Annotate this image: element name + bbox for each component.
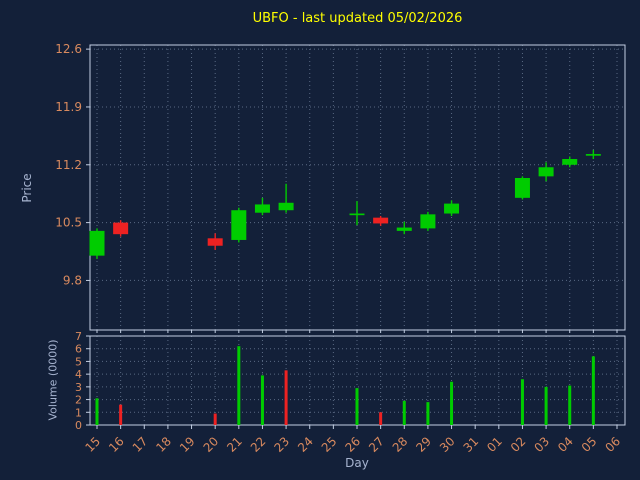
svg-text:2: 2 [75, 394, 82, 407]
svg-text:30: 30 [437, 434, 458, 455]
svg-text:23: 23 [272, 434, 293, 455]
candle-body [514, 178, 530, 198]
svg-text:7: 7 [75, 330, 82, 343]
candle-body [373, 217, 389, 224]
svg-text:29: 29 [413, 434, 434, 455]
svg-text:4: 4 [75, 368, 82, 381]
svg-text:12.6: 12.6 [55, 42, 82, 56]
svg-text:01: 01 [484, 434, 505, 455]
candle-body [231, 210, 247, 240]
svg-text:20: 20 [201, 434, 222, 455]
candle-body [396, 227, 412, 231]
volume-bar [213, 413, 217, 425]
svg-text:27: 27 [366, 434, 387, 455]
volume-bar [119, 404, 123, 425]
svg-text:31: 31 [461, 434, 482, 455]
price-axis-label: Price [20, 173, 34, 203]
svg-text:18: 18 [153, 434, 174, 455]
svg-text:26: 26 [342, 434, 363, 455]
svg-text:1: 1 [75, 406, 82, 419]
candle-body [420, 214, 436, 229]
candle-body [207, 238, 223, 246]
svg-text:03: 03 [532, 434, 553, 455]
svg-text:10.5: 10.5 [55, 216, 82, 230]
svg-text:6: 6 [75, 343, 82, 356]
volume-bar [355, 388, 359, 425]
svg-text:15: 15 [82, 434, 103, 455]
candle-body [349, 213, 365, 216]
svg-text:11.2: 11.2 [55, 158, 82, 172]
svg-text:02: 02 [508, 434, 529, 455]
volume-bars [95, 346, 595, 425]
volume-bar [591, 356, 595, 425]
volume-bar [402, 400, 406, 425]
candle-body [562, 159, 578, 165]
svg-text:22: 22 [248, 434, 269, 455]
volume-bar [520, 379, 524, 425]
volume-bar [379, 412, 383, 425]
volume-bar [95, 398, 99, 425]
candle-body [89, 230, 105, 256]
svg-text:0: 0 [75, 419, 82, 432]
x-axis-label: Day [345, 456, 369, 470]
svg-text:28: 28 [390, 434, 411, 455]
candle-body [444, 203, 460, 214]
volume-bar [284, 370, 288, 425]
svg-text:5: 5 [75, 355, 82, 368]
gridlines [90, 45, 625, 426]
candle-body [585, 154, 601, 156]
svg-text:16: 16 [106, 434, 127, 455]
candles [89, 149, 601, 259]
chart-title: UBFO - last updated 05/02/2026 [252, 11, 463, 26]
svg-text:05: 05 [579, 434, 600, 455]
candle-body [113, 222, 129, 235]
svg-text:19: 19 [177, 434, 198, 455]
volume-bar [450, 381, 454, 425]
svg-text:17: 17 [130, 434, 151, 455]
svg-text:21: 21 [224, 434, 245, 455]
svg-text:11.9: 11.9 [55, 100, 82, 114]
svg-text:9.8: 9.8 [63, 273, 82, 287]
svg-text:25: 25 [319, 434, 340, 455]
svg-text:06: 06 [602, 434, 623, 455]
volume-bar [544, 386, 548, 425]
volume-bar [568, 385, 572, 425]
svg-text:24: 24 [295, 434, 316, 455]
svg-text:04: 04 [555, 434, 576, 455]
candle-body [254, 204, 270, 213]
volume-bar [260, 375, 264, 425]
svg-text:3: 3 [75, 381, 82, 394]
volume-axis-label: Volume (0000) [46, 339, 60, 421]
candle-body [278, 202, 294, 211]
candle-body [538, 167, 554, 177]
volume-bar [237, 346, 241, 425]
volume-bar [426, 402, 430, 425]
